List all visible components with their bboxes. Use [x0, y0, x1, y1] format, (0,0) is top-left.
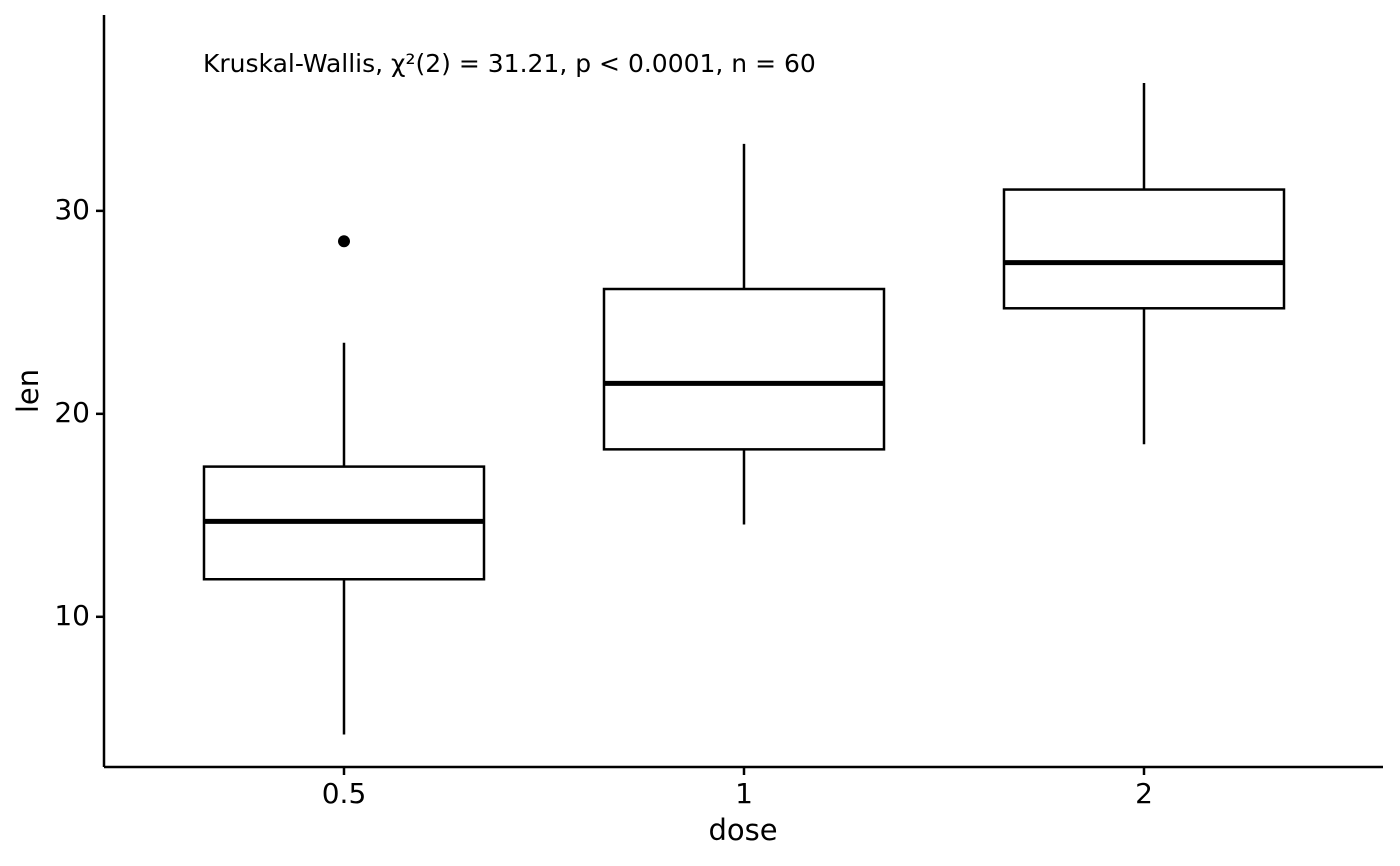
x-tick-label: 0.5: [322, 777, 367, 810]
x-tick-label: 1: [735, 777, 753, 810]
x-tick-label: 2: [1135, 777, 1153, 810]
x-axis-title: dose: [708, 813, 777, 847]
outlier: [338, 235, 350, 248]
y-axis-title: len: [11, 369, 45, 413]
box: [602, 287, 886, 451]
box: [1002, 188, 1286, 310]
annotation: Kruskal-Wallis, χ²(2) = 31.21, p < 0.000…: [203, 49, 816, 78]
y-tick-label: 20: [54, 396, 90, 429]
y-tick-label: 30: [54, 193, 90, 226]
y-tick-label: 10: [54, 599, 90, 632]
